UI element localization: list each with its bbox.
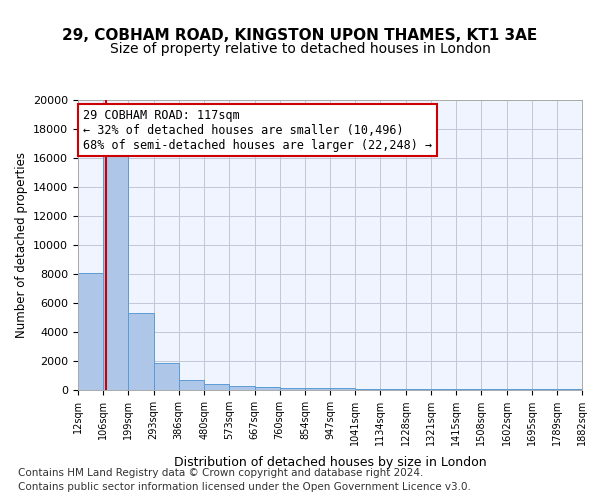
Bar bbox=[456, 389, 481, 390]
Bar bbox=[204, 384, 229, 390]
Bar bbox=[355, 388, 380, 390]
Bar bbox=[78, 272, 103, 390]
Bar bbox=[103, 148, 128, 390]
Text: Size of property relative to detached houses in London: Size of property relative to detached ho… bbox=[110, 42, 490, 56]
Bar bbox=[229, 386, 254, 390]
Bar bbox=[280, 388, 305, 390]
Bar bbox=[154, 363, 179, 390]
Bar bbox=[380, 389, 406, 390]
Bar bbox=[406, 389, 431, 390]
X-axis label: Distribution of detached houses by size in London: Distribution of detached houses by size … bbox=[173, 456, 487, 469]
Text: Contains public sector information licensed under the Open Government Licence v3: Contains public sector information licen… bbox=[18, 482, 471, 492]
Bar bbox=[179, 380, 204, 390]
Bar bbox=[305, 388, 330, 390]
Bar bbox=[330, 388, 355, 390]
Text: 29 COBHAM ROAD: 117sqm
← 32% of detached houses are smaller (10,496)
68% of semi: 29 COBHAM ROAD: 117sqm ← 32% of detached… bbox=[83, 108, 432, 152]
Bar bbox=[254, 387, 280, 390]
Text: Contains HM Land Registry data © Crown copyright and database right 2024.: Contains HM Land Registry data © Crown c… bbox=[18, 468, 424, 477]
Bar bbox=[128, 313, 154, 390]
Bar bbox=[431, 389, 456, 390]
Text: 29, COBHAM ROAD, KINGSTON UPON THAMES, KT1 3AE: 29, COBHAM ROAD, KINGSTON UPON THAMES, K… bbox=[62, 28, 538, 42]
Y-axis label: Number of detached properties: Number of detached properties bbox=[14, 152, 28, 338]
